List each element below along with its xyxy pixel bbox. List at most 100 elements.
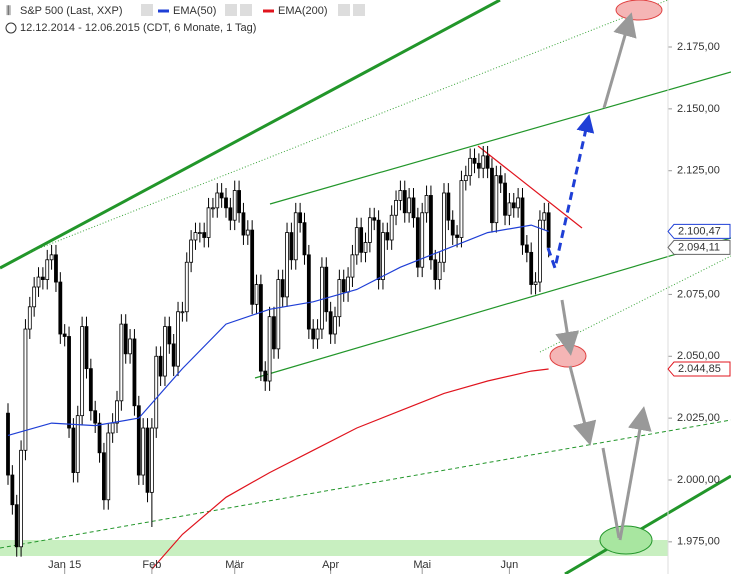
candle-body [524,244,529,253]
candle-body [463,175,468,182]
candle-body [472,157,477,164]
y-tick-label: 2.025,00 [677,412,720,424]
candle-body [184,261,189,313]
candle-body [136,405,141,476]
candle-body [363,242,368,253]
chart-icon: ⫼ [6,5,11,17]
candle-body [219,192,224,199]
candle-body [232,190,237,221]
candle-body [520,197,525,246]
x-tick-label: Mär [225,559,244,571]
candle-body [241,212,246,236]
candle-body [455,234,459,238]
legend-label: EMA(200) [278,5,328,17]
clock-icon [5,22,17,34]
close-icon[interactable] [240,4,252,16]
candle-body [272,316,276,350]
candle-body [385,232,390,241]
candle-body [119,323,124,402]
candle-body [289,232,294,261]
candle-body [250,229,255,305]
x-tick-label: Mai [413,559,431,571]
candle-body [415,217,420,268]
candle-body [132,338,137,407]
candle-body [180,311,185,314]
chart-title: S&P 500 (Last, XXP) [20,5,123,17]
candle-body [158,355,163,377]
y-tick-label: 1.975,00 [677,536,720,548]
candle-body [197,232,202,234]
trend-line [29,0,669,253]
trend-line [254,237,731,379]
candle-body [538,219,542,283]
candle-body [507,202,512,216]
close-icon[interactable] [353,4,365,16]
candle-body [398,190,403,201]
candle-body [459,180,464,238]
candle-body [71,427,76,473]
chart-subtitle: 12.12.2014 - 12.06.2015 (CDT, 6 Monate, … [20,22,256,34]
candle-body [490,167,494,224]
projection-arrow [555,299,580,356]
support-zone [0,540,668,556]
candle-body [40,276,45,280]
y-tick-label: 2.075,00 [677,288,720,300]
candle-body [106,432,111,501]
candle-body [333,316,337,335]
projection-arrow [618,406,652,541]
candle-body [102,452,106,501]
candle-body [411,197,416,219]
candle-body [311,328,316,340]
candle-body [211,207,215,210]
candle-body [394,200,398,216]
candle-body [302,222,307,256]
candle-body [485,155,490,169]
candle-body [298,212,303,224]
candle-body [245,229,250,236]
candle-body [49,254,54,261]
price-tag [667,239,731,255]
candle-body [337,279,342,318]
projection-arrow [568,365,597,446]
candle-body [80,326,85,417]
candle-body [446,192,451,221]
candle-body [145,427,150,493]
candle-body [546,212,551,248]
candle-body [407,197,412,214]
settings-icon[interactable] [338,4,350,16]
candle-body [189,239,194,263]
price-tag-label: 2.100,47 [678,225,721,237]
x-tick-label: Jun [501,559,519,571]
candle-body [228,207,233,221]
x-tick-label: Apr [322,559,339,571]
settings-icon[interactable] [141,4,153,16]
trend-line [0,0,501,270]
candle-body [263,370,268,382]
candle-body [354,227,359,256]
candle-body [320,266,324,330]
candle-body [341,279,346,293]
candle-body [36,276,41,288]
candle-body [97,422,102,454]
candle-body [280,279,285,298]
candle-body [67,336,71,429]
candle-body [498,175,503,184]
settings-icon[interactable] [225,4,237,16]
target-ellipse [549,344,587,368]
y-tick-label: 2.150,00 [677,103,720,115]
candle-body [32,286,37,308]
candle-body [481,155,486,169]
candle-body [328,311,333,335]
legend-label: EMA(50) [173,5,216,17]
candle-body [529,251,534,285]
resistance-line [477,145,583,229]
projection-arrow [601,447,621,539]
candle-body [149,427,154,493]
candle-body [381,232,385,280]
candle-body [115,400,119,424]
trend-line [0,419,731,549]
candle-body [420,212,425,268]
candle-body [367,217,372,243]
candle-body [237,190,241,214]
